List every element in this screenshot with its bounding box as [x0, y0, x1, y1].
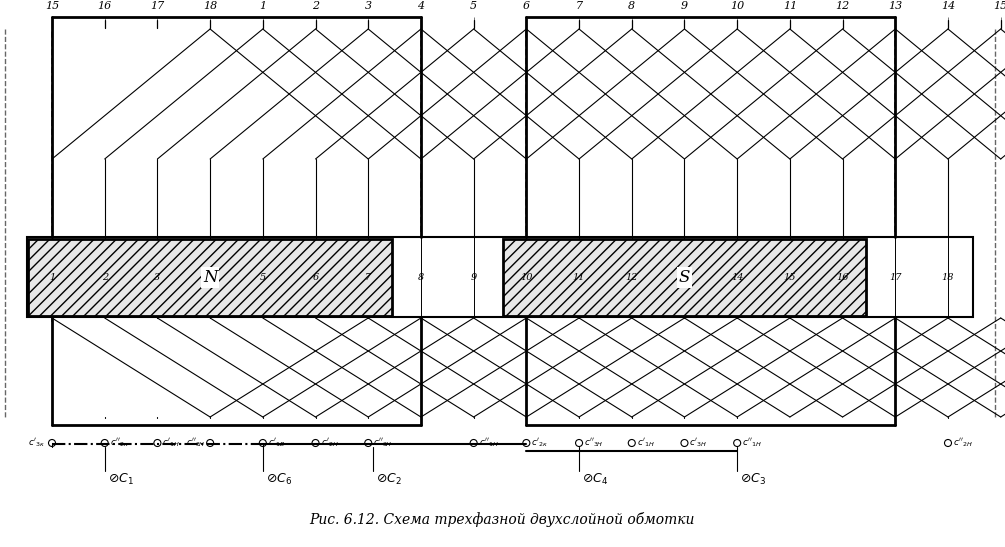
Text: 2: 2 [102, 272, 108, 282]
Text: 7: 7 [365, 272, 372, 282]
Text: 8: 8 [628, 1, 635, 11]
Text: $c'_{3\kappa}$: $c'_{3\kappa}$ [28, 437, 45, 449]
Bar [28, 238, 392, 316]
Text: 4: 4 [417, 1, 424, 11]
Text: 9: 9 [470, 272, 476, 282]
Text: $\oslash C_1$: $\oslash C_1$ [108, 472, 134, 486]
Text: 9: 9 [681, 1, 688, 11]
Text: 17: 17 [889, 272, 901, 282]
Text: 15: 15 [784, 272, 796, 282]
Text: $c'_{1H}$: $c'_{1H}$ [637, 437, 655, 449]
Text: 3: 3 [155, 272, 161, 282]
Text: 4: 4 [207, 272, 213, 282]
Text: $c''_{3H}$: $c''_{3H}$ [186, 437, 205, 449]
Text: 8: 8 [418, 272, 424, 282]
Text: $c''_{1H}$: $c''_{1H}$ [478, 437, 498, 449]
Text: 15: 15 [45, 1, 59, 11]
Text: $\oslash C_6$: $\oslash C_6$ [266, 472, 292, 486]
Text: $c''_{3H}$: $c''_{3H}$ [584, 437, 604, 449]
Text: 7: 7 [576, 1, 583, 11]
Text: 15: 15 [994, 1, 1005, 11]
Text: 11: 11 [783, 1, 797, 11]
Text: 16: 16 [836, 272, 849, 282]
Text: 13: 13 [678, 272, 690, 282]
Text: 16: 16 [97, 1, 112, 11]
Text: 14: 14 [941, 1, 955, 11]
Text: 1: 1 [49, 272, 55, 282]
Text: $\oslash C_2$: $\oslash C_2$ [376, 472, 402, 486]
Text: Рис. 6.12. Схема трехфазной двухслойной обмотки: Рис. 6.12. Схема трехфазной двухслойной … [310, 512, 694, 527]
Text: 10: 10 [521, 272, 533, 282]
Text: 3: 3 [365, 1, 372, 11]
Text: 6: 6 [313, 272, 319, 282]
Bar [27, 237, 973, 317]
Text: $c''_{3H}$: $c''_{3H}$ [373, 437, 393, 449]
Text: 12: 12 [835, 1, 849, 11]
Text: $c'_{1B}$: $c'_{1B}$ [267, 437, 285, 449]
Bar [27, 237, 973, 317]
Text: S: S [678, 269, 690, 286]
Text: $c'_{2H}$: $c'_{2H}$ [321, 437, 339, 449]
Text: 11: 11 [573, 272, 585, 282]
Text: 18: 18 [203, 1, 217, 11]
Text: $\oslash C_3$: $\oslash C_3$ [740, 472, 766, 486]
Text: 18: 18 [942, 272, 955, 282]
Text: $c'_{3H}$: $c'_{3H}$ [689, 437, 708, 449]
Text: 1: 1 [259, 1, 266, 11]
Text: 6: 6 [523, 1, 530, 11]
Text: $\oslash C_4$: $\oslash C_4$ [582, 472, 608, 486]
Text: 12: 12 [625, 272, 638, 282]
Text: 5: 5 [470, 1, 477, 11]
Text: $c''_{1H}$: $c''_{1H}$ [742, 437, 762, 449]
Bar [502, 238, 866, 316]
Text: $c'_{1H}$: $c'_{1H}$ [163, 437, 181, 449]
Text: $c''_{2H}$: $c''_{2H}$ [953, 437, 973, 449]
Text: N: N [203, 269, 217, 286]
Text: 2: 2 [312, 1, 320, 11]
Text: $c'_{2\kappa}$: $c'_{2\kappa}$ [532, 437, 549, 449]
Text: 5: 5 [259, 272, 266, 282]
Text: 13: 13 [888, 1, 902, 11]
Text: 17: 17 [151, 1, 165, 11]
Text: $c''_{2\kappa}$: $c''_{2\kappa}$ [110, 437, 129, 449]
Text: 14: 14 [731, 272, 744, 282]
Text: 10: 10 [730, 1, 745, 11]
